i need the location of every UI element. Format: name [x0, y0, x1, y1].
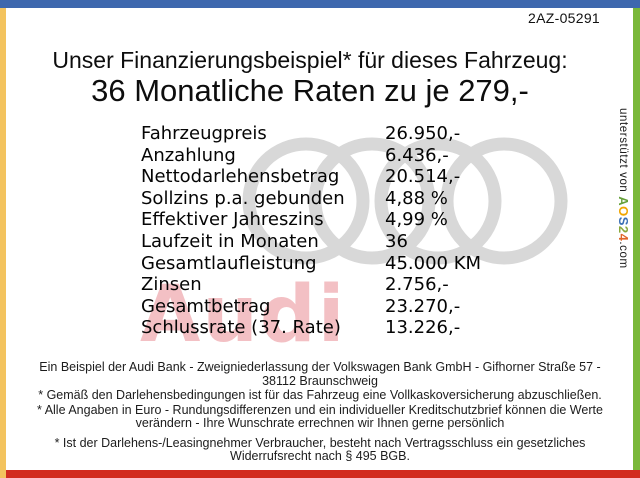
disclaimer-paragraph: * Ist der Darlehens-/Leasingnehmer Verbr… — [54, 435, 586, 463]
financing-row: Laufzeit in Monaten 36 — [141, 231, 481, 253]
financing-row-label: Effektiver Jahreszins — [141, 209, 324, 231]
logo-letter: 2 — [616, 225, 631, 234]
logo-letter: 4 — [616, 233, 631, 242]
financing-row: Sollzins p.a. gebunden 4,88 % — [141, 188, 481, 210]
financing-rows: Fahrzeugpreis 26.950,- Anzahlung 6.436,- Net… — [141, 123, 481, 339]
financing-row-value: 20.514,- — [385, 166, 461, 188]
financing-row: Schlussrate (37. Rate) 13.226,- — [141, 317, 481, 339]
financing-row-value: 45.000 KM — [385, 252, 482, 274]
disclaimer-paragraph: Ein Beispiel der Audi Bank - Zweignieder… — [39, 360, 601, 388]
financing-row-label: Laufzeit in Monaten — [141, 230, 319, 252]
support-banner-suffix: .com — [617, 241, 629, 269]
financing-row: Nettodarlehensbetrag 20.514,- — [141, 166, 481, 188]
financing-row-label: Sollzins p.a. gebunden — [141, 187, 345, 209]
logo-letter: S — [616, 216, 631, 226]
frame-bar-left — [0, 8, 6, 478]
audi-wordmark-watermark: Audi — [140, 270, 347, 360]
footer-disclaimer: Ein Beispiel der Audi Bank - Zweignieder… — [36, 360, 604, 465]
financing-row: Anzahlung 6.436,- — [141, 145, 481, 167]
financing-row-value: 36 — [385, 230, 408, 252]
financing-row: Gesamtlaufleistung 45.000 KM — [141, 253, 481, 275]
aos24-logo: AOS24 — [616, 196, 631, 241]
financing-row-value: 6.436,- — [385, 144, 449, 166]
logo-letter: O — [616, 206, 631, 217]
financing-row-value: 4,99 % — [385, 209, 448, 231]
financing-row-value: 26.950,- — [385, 123, 461, 144]
financing-row: Zinsen 2.756,- — [141, 274, 481, 296]
financing-row-label: Gesamtlaufleistung — [141, 252, 317, 274]
page-title: Unser Finanzierungsbeispiel* für dieses … — [52, 47, 568, 73]
frame-bar-top — [0, 0, 640, 8]
logo-letter: A — [616, 196, 631, 207]
financing-row: Effektiver Jahreszins 4,99 % — [141, 209, 481, 231]
frame-bar-bottom — [6, 470, 640, 478]
support-banner: unterstützt von AOS24.com — [616, 108, 631, 269]
financing-row: Gesamtbetrag 23.270,- — [141, 296, 481, 318]
frame-bar-right — [633, 8, 640, 470]
disclaimer-paragraph: * Alle Angaben in Euro - Rundungsdiffere… — [37, 402, 603, 430]
financing-row-value: 23.270,- — [385, 295, 461, 317]
financing-row-label: Schlussrate (37. Rate) — [141, 317, 341, 339]
support-banner-prefix: unterstützt von — [617, 108, 629, 197]
financing-row-label: Zinsen — [141, 274, 202, 296]
page-subtitle-monthly-rate: 36 Monatliche Raten zu je 279,- — [91, 73, 529, 108]
financing-table: Fahrzeugpreis 26.950,- Anzahlung 6.436,- Net… — [141, 123, 481, 339]
financing-row-value: 13.226,- — [385, 317, 461, 339]
audi-rings-watermark-icon — [242, 137, 568, 265]
reference-code: 2AZ-05291 — [528, 10, 600, 26]
financing-row-label: Anzahlung — [141, 144, 236, 166]
disclaimer-paragraph: * Gemäß den Darlehensbedingungen ist für… — [38, 388, 602, 402]
financing-row-label: Nettodarlehensbetrag — [141, 166, 340, 188]
financing-row-value: 4,88 % — [385, 187, 448, 209]
financing-row-value: 2.756,- — [385, 274, 449, 296]
financing-row: Fahrzeugpreis 26.950,- — [141, 123, 481, 145]
financing-row-label: Gesamtbetrag — [141, 295, 271, 317]
financing-row-label: Fahrzeugpreis — [141, 123, 267, 144]
